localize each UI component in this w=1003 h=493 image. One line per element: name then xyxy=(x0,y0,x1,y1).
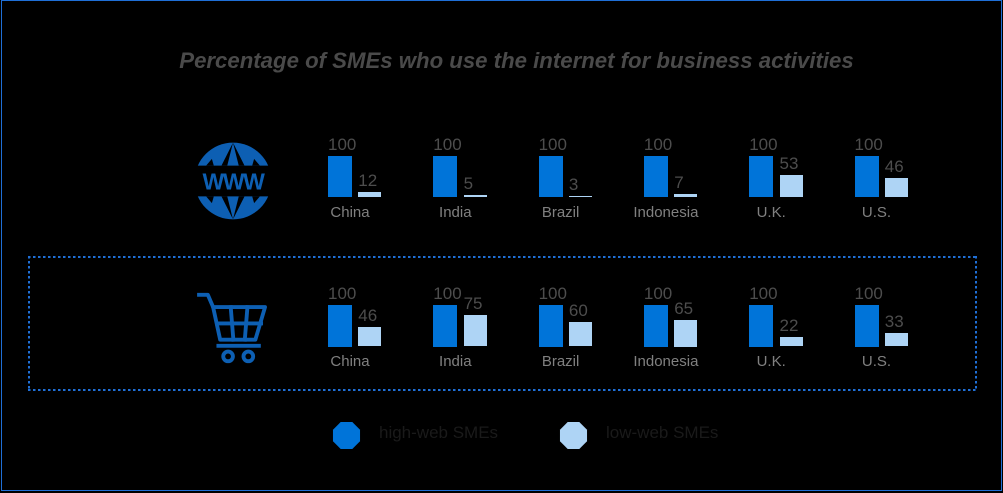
svg-text:WWW: WWW xyxy=(203,169,266,195)
